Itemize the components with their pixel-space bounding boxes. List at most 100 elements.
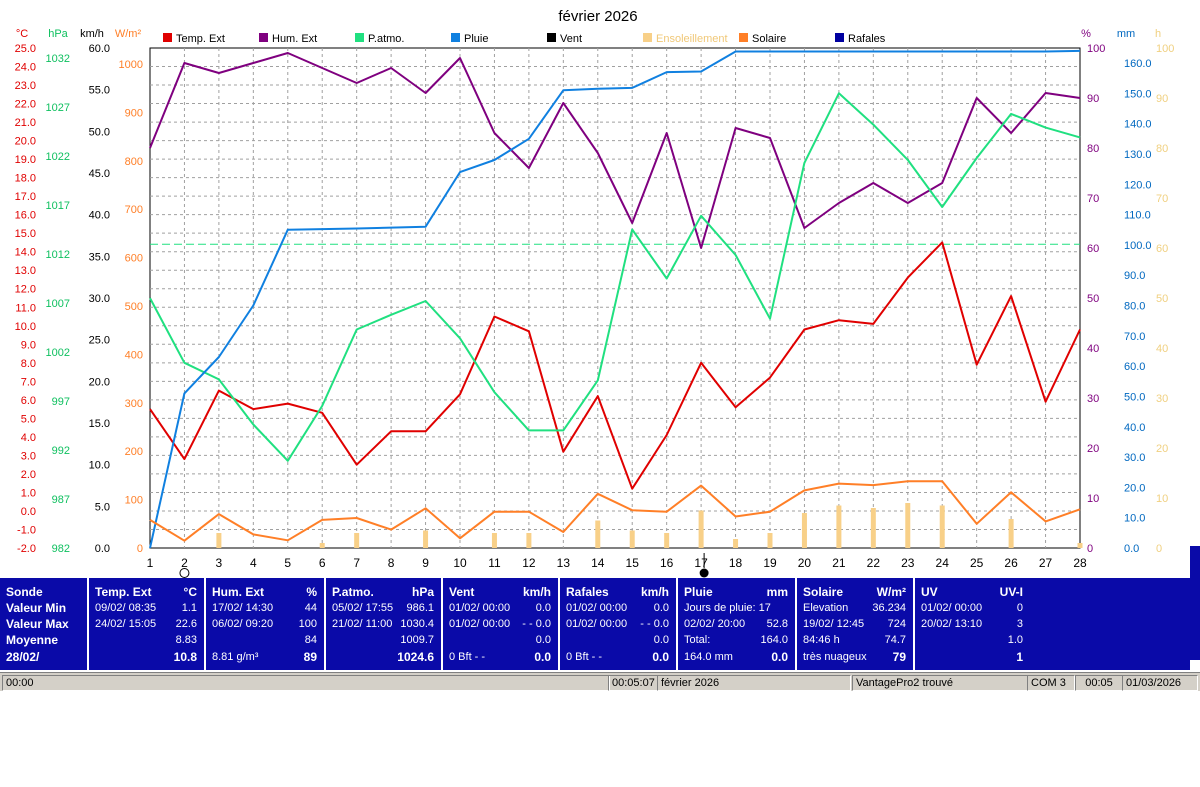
pressure_hpa-tick-label: 987	[52, 494, 70, 506]
temp_c-tick-label: 0.0	[21, 506, 36, 518]
x-axis: 1 2 3 4 5 6 7 8 9 10 11 12 13 14 15 16 17 18 19 20 21 22 23 24 2…	[147, 553, 1087, 578]
temp_c-tick-label: -2.0	[17, 543, 36, 555]
pressure_hpa-tick-label: 1027	[46, 102, 70, 114]
solaire-sky: très nuageux	[803, 651, 867, 663]
x-tick-label: 28	[1073, 556, 1087, 570]
uv-current: 1	[1016, 650, 1023, 664]
label-sonde: Sonde	[6, 585, 43, 599]
pluie-unit: mm	[766, 585, 788, 599]
sunshine-bar	[526, 533, 532, 548]
weather-chart: février 2026 Temp. Ext Hum. Ext P.atmo. Plu…	[15, 8, 1174, 578]
pluie-days: Jours de pluie: 17	[684, 602, 771, 614]
status-date: 01/03/2026	[1122, 675, 1198, 691]
rafales-min-time: 01/02/ 00:00	[566, 602, 628, 614]
hum-min-val: 44	[304, 602, 317, 614]
sun_h-tick-label: 60	[1156, 243, 1168, 255]
full-moon-marker	[699, 568, 709, 578]
rafales-max-time: 01/02/ 00:00	[566, 618, 628, 630]
right-edge-bar	[1190, 546, 1200, 660]
temp_c-tick-label: 9.0	[21, 339, 36, 351]
temp_c-tick-label: 21.0	[15, 117, 36, 129]
x-tick-label: 19	[763, 556, 777, 570]
temp-title: Temp. Ext	[95, 585, 152, 599]
rain_mm-tick-label: 40.0	[1124, 422, 1145, 434]
legend-swatch	[163, 33, 172, 42]
pluie-current: 0.0	[771, 650, 788, 664]
temp_c-tick-label: 5.0	[21, 413, 36, 425]
sun_h-tick-label: 90	[1156, 93, 1168, 105]
humidity_pct-tick-label: 60	[1087, 243, 1099, 255]
wind_kmh-tick-label: 0.0	[95, 543, 110, 555]
legend-label: Vent	[560, 33, 582, 45]
rain_mm-tick-label: 150.0	[1124, 88, 1152, 100]
legend-swatch	[451, 33, 460, 42]
solar_wm2-tick-label: 600	[125, 253, 143, 265]
sun_h-tick-label: 10	[1156, 493, 1168, 505]
uv-min-val: 0	[1016, 602, 1023, 614]
x-tick-label: 3	[216, 556, 223, 570]
sunshine-bar	[354, 533, 360, 548]
rain_mm-tick-label: 20.0	[1124, 482, 1145, 494]
solaire-cell: Solaire W/m² Elevation 36.234 19/02/ 12:45…	[797, 578, 912, 670]
rafales-bft: 0 Bft - -	[566, 651, 603, 663]
temp_c-tick-label: 23.0	[15, 80, 36, 92]
sunshine-bar	[595, 520, 601, 548]
sun_h-tick-label: 40	[1156, 343, 1168, 355]
sun_h-tick-label: 0	[1156, 543, 1162, 555]
sunshine-bar	[1077, 543, 1083, 548]
wind_kmh-tick-label: 40.0	[89, 210, 110, 222]
chart-grid	[150, 48, 1080, 548]
pluie-total-val: 164.0	[760, 634, 788, 646]
patmo-avg: 1009.7	[400, 634, 434, 646]
status-month: février 2026	[657, 675, 851, 691]
sun_h-tick-label: 50	[1156, 293, 1168, 305]
humidity_pct-tick-label: 40	[1087, 343, 1099, 355]
temp-cell: Temp. Ext °C 09/02/ 08:35 1.1 24/02/ 15:05…	[89, 578, 203, 670]
rain_mm-tick-label: 140.0	[1124, 119, 1152, 131]
vent-avg: 0.0	[535, 634, 551, 646]
x-tick-label: 9	[422, 556, 429, 570]
rain_mm-tick-label: 0.0	[1124, 543, 1139, 555]
patmo-unit: hPa	[411, 585, 434, 599]
rain_mm-tick-label: 160.0	[1124, 58, 1152, 70]
legend-swatch	[547, 33, 556, 42]
temp_c-tick-label: 1.0	[21, 487, 36, 499]
wind_kmh-tick-label: 25.0	[89, 335, 110, 347]
hum-avg: 84	[304, 634, 317, 646]
row-labels: Sonde Valeur Min Valeur Max Moyenne 28/0…	[0, 578, 86, 670]
legend-label: Hum. Ext	[272, 33, 317, 45]
solar_wm2-unit-label: W/m²	[115, 28, 142, 40]
x-tick-label: 24	[936, 556, 950, 570]
x-tick-label: 10	[453, 556, 467, 570]
vent-title: Vent	[449, 585, 475, 599]
sun_h-tick-label: 70	[1156, 193, 1168, 205]
solaire-current: 79	[892, 650, 906, 664]
temp_c-unit-label: °C	[16, 28, 28, 40]
temp-max-time: 24/02/ 15:05	[95, 618, 157, 630]
wind_kmh-tick-label: 60.0	[89, 43, 110, 55]
rafales-avg: 0.0	[653, 634, 669, 646]
uv-cell: UV UV-I 01/02/ 00:00 0 20/02/ 13:10 3 1.0 1	[915, 578, 1029, 670]
summary-panel: Sonde Valeur Min Valeur Max Moyenne 28/0…	[0, 578, 1190, 670]
humidity_pct-tick-label: 20	[1087, 443, 1099, 455]
patmo-title: P.atmo.	[332, 585, 374, 599]
series-line-temp-ext	[149, 241, 1081, 490]
uv-unit: UV-I	[999, 585, 1023, 599]
humidity_pct-tick-label: 70	[1087, 193, 1099, 205]
legend-swatch	[835, 33, 844, 42]
wind_kmh-tick-label: 20.0	[89, 376, 110, 388]
sun_h-tick-label: 80	[1156, 143, 1168, 155]
pluie-total-label: Total:	[684, 634, 711, 646]
x-tick-label: 16	[660, 556, 674, 570]
x-tick-label: 25	[970, 556, 984, 570]
rain_mm-tick-label: 30.0	[1124, 452, 1145, 464]
uv-min-time: 01/02/ 00:00	[921, 602, 983, 614]
patmo-max-val: 1030.4	[400, 618, 434, 630]
solar_wm2-tick-label: 1000	[119, 59, 143, 71]
legend-label: P.atmo.	[368, 33, 405, 45]
rafales-unit: km/h	[640, 585, 669, 599]
status-time: 00:05	[1075, 675, 1123, 691]
temp_c-tick-label: 6.0	[21, 395, 36, 407]
legend-label: Temp. Ext	[176, 33, 225, 45]
label-min: Valeur Min	[6, 601, 67, 615]
